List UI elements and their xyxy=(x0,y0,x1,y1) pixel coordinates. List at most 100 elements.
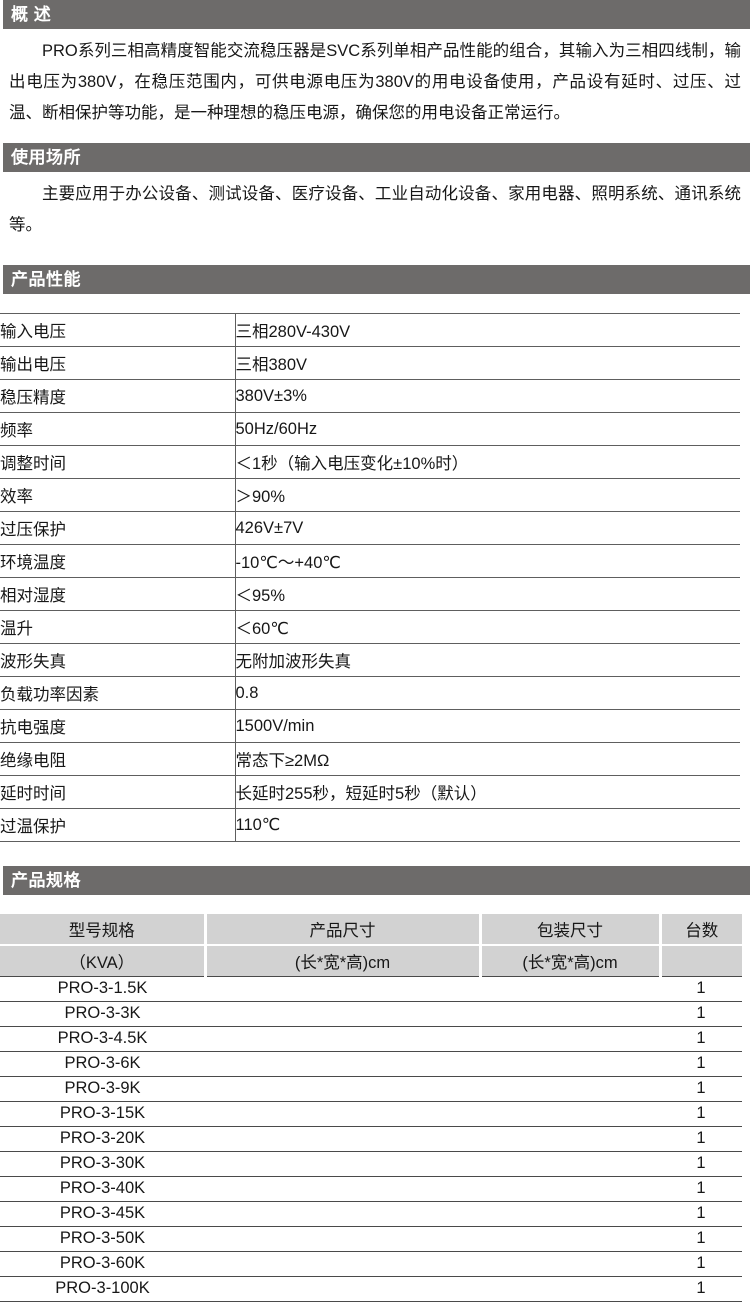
specification-row: PRO-3-40K 1 xyxy=(0,1176,742,1202)
specification-header-subcell: (长*宽*高)cm xyxy=(480,945,662,976)
performance-row: 温升 ＜60℃ xyxy=(0,610,740,644)
performance-row-value: ＜1秒（输入电压变化±10%时） xyxy=(235,445,740,479)
specification-package-size xyxy=(480,1151,660,1177)
performance-row-value: 常态下≥2MΩ xyxy=(235,742,740,776)
performance-row: 绝缘电阻 常态下≥2MΩ xyxy=(0,742,740,776)
specification-package-size xyxy=(480,1226,660,1252)
specification-table-head: 型号规格 产品尺寸 包装尺寸 台数 （KVA） (长*宽*高)cm (长*宽*高)cm xyxy=(0,914,742,976)
specification-package-size xyxy=(480,1126,660,1152)
specification-product-size xyxy=(205,1276,480,1302)
specification-header-row-bottom: （KVA） (长*宽*高)cm (长*宽*高)cm xyxy=(0,945,742,976)
performance-row-value: 无附加波形失真 xyxy=(235,643,740,677)
specification-model: PRO-3-20K xyxy=(0,1126,205,1152)
performance-row-value: 1500V/min xyxy=(235,709,740,743)
specification-quantity: 1 xyxy=(660,1276,742,1302)
specification-row: PRO-3-4.5K 1 xyxy=(0,1026,742,1052)
specification-model: PRO-3-50K xyxy=(0,1226,205,1252)
spacer-before-specification xyxy=(0,842,750,866)
specification-model: PRO-3-9K xyxy=(0,1076,205,1102)
specification-model: PRO-3-30K xyxy=(0,1151,205,1177)
specification-model: PRO-3-15K xyxy=(0,1101,205,1127)
performance-row-label: 相对湿度 xyxy=(0,577,236,611)
performance-row: 相对湿度 ＜95% xyxy=(0,577,740,611)
specification-package-size xyxy=(480,1051,660,1077)
section-header-specification: 产品规格 xyxy=(0,866,750,895)
performance-row-label: 延时时间 xyxy=(0,775,236,809)
performance-row: 过温保护 110℃ xyxy=(0,808,740,842)
specification-model: PRO-3-60K xyxy=(0,1251,205,1277)
performance-row: 频率 50Hz/60Hz xyxy=(0,412,740,446)
specification-row: PRO-3-1.5K 1 xyxy=(0,975,742,1002)
specification-header-cell: 包装尺寸 xyxy=(480,914,662,946)
performance-row-label: 抗电强度 xyxy=(0,709,236,743)
specification-row: PRO-3-50K 1 xyxy=(0,1226,742,1252)
performance-row-label: 负载功率因素 xyxy=(0,676,236,710)
performance-row-value: 50Hz/60Hz xyxy=(235,412,740,446)
specification-product-size xyxy=(205,1151,480,1177)
performance-row: 输入电压 三相280V-430V xyxy=(0,313,740,347)
performance-row-value: 110℃ xyxy=(235,808,740,842)
specification-row: PRO-3-60K 1 xyxy=(0,1251,742,1277)
specification-header-row-top: 型号规格 产品尺寸 包装尺寸 台数 xyxy=(0,914,742,946)
performance-row-value: 长延时255秒，短延时5秒（默认） xyxy=(235,775,740,809)
specification-quantity: 1 xyxy=(660,1176,742,1202)
spacer-specification xyxy=(0,895,750,914)
specification-row: PRO-3-20K 1 xyxy=(0,1126,742,1152)
performance-row-value: ＜60℃ xyxy=(235,610,740,644)
specification-quantity: 1 xyxy=(660,1026,742,1052)
specification-quantity: 1 xyxy=(660,975,742,1002)
specification-package-size xyxy=(480,1276,660,1302)
performance-row: 过压保护 426V±7V xyxy=(0,511,740,545)
spacer-usage xyxy=(0,241,750,265)
specification-quantity: 1 xyxy=(660,1101,742,1127)
specification-product-size xyxy=(205,1201,480,1227)
performance-row-value: ＞90% xyxy=(235,478,740,512)
specification-quantity: 1 xyxy=(660,1226,742,1252)
performance-row: 稳压精度 380V±3% xyxy=(0,379,740,413)
specification-model: PRO-3-100K xyxy=(0,1276,205,1302)
section-header-usage: 使用场所 xyxy=(0,143,750,172)
performance-row: 负载功率因素 0.8 xyxy=(0,676,740,710)
specification-quantity: 1 xyxy=(660,1001,742,1027)
performance-row-label: 输出电压 xyxy=(0,346,236,380)
performance-row-value: 0.8 xyxy=(235,676,740,710)
overview-paragraph: PRO系列三相高精度智能交流稳压器是SVC系列单相产品性能的组合，其输入为三相四… xyxy=(9,42,741,122)
performance-row-label: 环境温度 xyxy=(0,544,236,578)
specification-quantity: 1 xyxy=(660,1151,742,1177)
specification-table: 型号规格 产品尺寸 包装尺寸 台数 （KVA） (长*宽*高)cm (长*宽*高)cm P… xyxy=(0,914,742,1302)
performance-table: 输入电压 三相280V-430V 输出电压 三相380V 稳压精度 380V±3% 频率 50… xyxy=(0,313,740,842)
performance-row-label: 绝缘电阻 xyxy=(0,742,236,776)
spacer-performance xyxy=(0,294,750,313)
specification-package-size xyxy=(480,1251,660,1277)
specification-header-subcell: （KVA） xyxy=(0,945,207,976)
specification-package-size xyxy=(480,1201,660,1227)
performance-row-label: 过温保护 xyxy=(0,808,236,842)
specification-model: PRO-3-3K xyxy=(0,1001,205,1027)
spacer-overview xyxy=(0,129,750,143)
performance-row-label: 输入电压 xyxy=(0,313,236,347)
specification-quantity: 1 xyxy=(660,1251,742,1277)
specification-product-size xyxy=(205,1001,480,1027)
specification-quantity: 1 xyxy=(660,1051,742,1077)
performance-row-value: 三相380V xyxy=(235,346,740,380)
performance-row: 效率 ＞90% xyxy=(0,478,740,512)
performance-row-label: 调整时间 xyxy=(0,445,236,479)
usage-paragraph: 主要应用于办公设备、测试设备、医疗设备、工业自动化设备、家用电器、照明系统、通讯… xyxy=(9,185,741,234)
performance-row-value: 426V±7V xyxy=(235,511,740,545)
specification-product-size xyxy=(205,975,480,1002)
specification-row: PRO-3-30K 1 xyxy=(0,1151,742,1177)
specification-product-size xyxy=(205,1026,480,1052)
performance-row: 波形失真 无附加波形失真 xyxy=(0,643,740,677)
performance-row-value: 三相280V-430V xyxy=(235,313,740,347)
specification-row: PRO-3-6K 1 xyxy=(0,1051,742,1077)
specification-product-size xyxy=(205,1101,480,1127)
performance-row-label: 过压保护 xyxy=(0,511,236,545)
section-header-performance: 产品性能 xyxy=(0,265,750,294)
specification-package-size xyxy=(480,1076,660,1102)
specification-model: PRO-3-6K xyxy=(0,1051,205,1077)
specification-row: PRO-3-15K 1 xyxy=(0,1101,742,1127)
performance-table-wrap: 输入电压 三相280V-430V 输出电压 三相380V 稳压精度 380V±3% 频率 50… xyxy=(0,313,750,842)
performance-row-label: 效率 xyxy=(0,478,236,512)
specification-package-size xyxy=(480,1026,660,1052)
specification-quantity: 1 xyxy=(660,1126,742,1152)
